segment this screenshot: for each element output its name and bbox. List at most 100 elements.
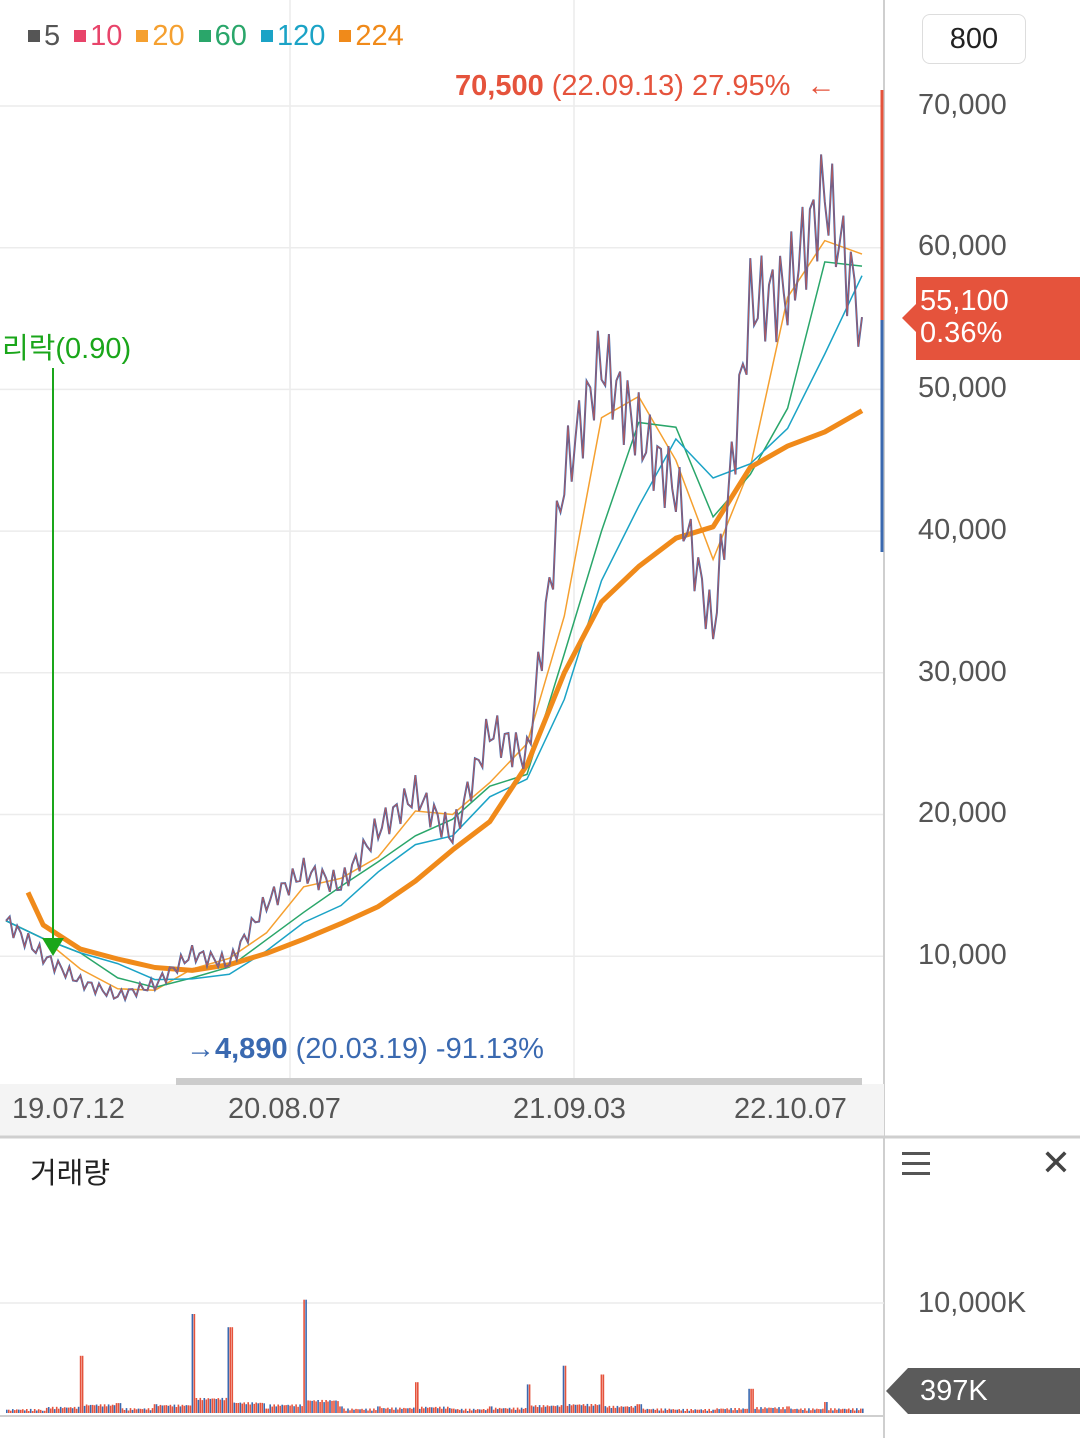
timeframe-button[interactable]: 800 (922, 14, 1026, 64)
volume-bar (257, 1403, 259, 1413)
volume-bar (570, 1405, 573, 1413)
volume-bar (325, 1400, 327, 1413)
volume-bar (109, 1405, 112, 1413)
volume-bar (431, 1407, 433, 1413)
legend-label: 5 (44, 20, 61, 52)
volume-bar (758, 1409, 760, 1413)
volume-bar (415, 1382, 417, 1413)
volume-bar (407, 1408, 409, 1413)
max-price-annotation: 70,500 (22.09.13) 27.95% ← (455, 70, 836, 103)
volume-bar (121, 1408, 124, 1413)
volume-bar (143, 1408, 146, 1413)
volume-bar (249, 1404, 251, 1413)
volume-bar (632, 1407, 635, 1413)
volume-bar (277, 1404, 279, 1413)
volume-bar (123, 1410, 126, 1413)
volume-bar (385, 1408, 387, 1413)
volume-bar (47, 1407, 50, 1413)
volume-bar (99, 1404, 102, 1413)
volume-bar (528, 1384, 531, 1413)
volume-bar (496, 1409, 499, 1413)
volume-bar (175, 1407, 178, 1413)
volume-bar (790, 1408, 792, 1413)
volume-bar (742, 1408, 744, 1413)
min-price-pct: -91.13% (435, 1033, 544, 1065)
legend-item[interactable]: 20 (136, 18, 185, 54)
volume-bar (83, 1405, 86, 1413)
volume-bar (179, 1406, 182, 1413)
volume-bar (492, 1409, 495, 1413)
volume-bar (299, 1404, 301, 1413)
volume-bar (688, 1410, 690, 1413)
arrow-right-icon: → (186, 1033, 215, 1065)
legend-item[interactable]: 5 (28, 18, 60, 54)
volume-bar (700, 1409, 702, 1413)
volume-bar (245, 1404, 247, 1413)
volume-bar (453, 1408, 455, 1413)
volume-bar (616, 1405, 619, 1413)
volume-bar (582, 1404, 585, 1413)
y-tick-label: 50,000 (918, 372, 1007, 404)
volume-bar (201, 1400, 204, 1413)
volume-bar (79, 1355, 82, 1413)
legend-item[interactable]: 60 (198, 18, 247, 54)
volume-bar (816, 1408, 818, 1413)
volume-bar (353, 1409, 355, 1413)
volume-bar (812, 1408, 814, 1413)
volume-bar (309, 1400, 311, 1413)
volume-bar (694, 1409, 696, 1413)
volume-bar (127, 1410, 130, 1413)
volume-bar (165, 1405, 168, 1413)
volume-bar (554, 1406, 557, 1413)
volume-bar (263, 1403, 265, 1413)
volume-bar (834, 1408, 836, 1413)
volume-bar (281, 1404, 283, 1413)
volume-bar (526, 1384, 529, 1413)
volume-bar (151, 1408, 154, 1413)
volume-bar (105, 1406, 108, 1413)
ma224-line (25, 408, 864, 973)
volume-bar (333, 1400, 335, 1413)
volume-bar (532, 1406, 535, 1413)
volume-bar (568, 1404, 571, 1413)
volume-bar (33, 1409, 36, 1413)
volume-bar (732, 1410, 734, 1413)
volume-bar (173, 1404, 176, 1413)
volume-bar (784, 1409, 786, 1413)
volume-bar (596, 1405, 599, 1413)
volume-bar (37, 1409, 40, 1413)
volume-bar (349, 1410, 351, 1413)
volume-bar (680, 1410, 682, 1413)
close-icon[interactable]: ✕ (1040, 1142, 1072, 1183)
volume-bar (774, 1407, 776, 1413)
volume-bar (622, 1406, 625, 1413)
volume-bar (167, 1405, 170, 1413)
volume-bar (145, 1409, 148, 1413)
volume-bar (832, 1410, 834, 1413)
volume-bar (538, 1405, 541, 1413)
legend-item[interactable]: 120 (260, 18, 325, 54)
volume-bar (439, 1406, 441, 1413)
legend-item[interactable]: 224 (339, 18, 404, 54)
volume-bar (41, 1410, 44, 1413)
volume-bar (468, 1408, 471, 1413)
volume-bar (542, 1405, 545, 1413)
volume-bar (644, 1409, 647, 1413)
volume-bar (770, 1407, 772, 1413)
menu-icon[interactable] (902, 1152, 930, 1176)
volume-bar (518, 1409, 521, 1413)
volume-bar (810, 1410, 812, 1413)
volume-bar (714, 1409, 716, 1413)
volume-bar (652, 1408, 655, 1413)
volume-bar (73, 1406, 76, 1413)
volume-bar (792, 1409, 794, 1413)
volume-bar (670, 1409, 672, 1413)
y-tick-label: 40,000 (918, 514, 1007, 546)
volume-bar (351, 1408, 353, 1413)
legend-item[interactable]: 10 (74, 18, 122, 54)
volume-bar (341, 1406, 343, 1413)
x-tick-label: 20.08.07 (228, 1093, 341, 1125)
volume-bar (754, 1408, 756, 1413)
volume-bar (560, 1405, 563, 1413)
